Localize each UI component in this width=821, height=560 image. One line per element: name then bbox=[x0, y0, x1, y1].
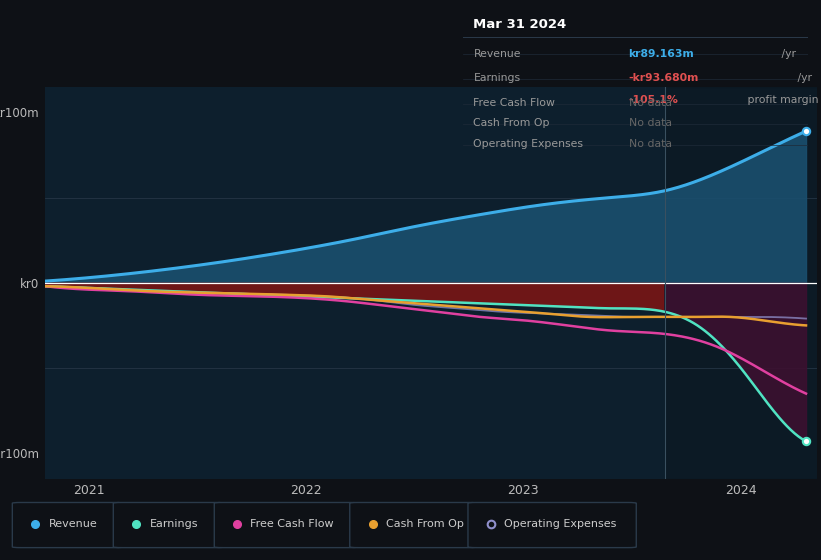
Text: /yr: /yr bbox=[794, 73, 812, 83]
FancyBboxPatch shape bbox=[350, 502, 477, 548]
Text: Revenue: Revenue bbox=[474, 49, 521, 59]
Text: Free Cash Flow: Free Cash Flow bbox=[474, 98, 555, 108]
Bar bbox=[665, 87, 821, 479]
FancyBboxPatch shape bbox=[468, 502, 636, 548]
Text: Earnings: Earnings bbox=[149, 519, 198, 529]
Text: Cash From Op: Cash From Op bbox=[386, 519, 464, 529]
Text: -kr93.680m: -kr93.680m bbox=[629, 73, 699, 83]
Point bbox=[800, 127, 813, 136]
Text: Free Cash Flow: Free Cash Flow bbox=[250, 519, 334, 529]
FancyBboxPatch shape bbox=[214, 502, 358, 548]
Text: Earnings: Earnings bbox=[474, 73, 521, 83]
Text: Cash From Op: Cash From Op bbox=[474, 119, 550, 128]
Text: Mar 31 2024: Mar 31 2024 bbox=[474, 18, 566, 31]
Text: -105.1%: -105.1% bbox=[629, 95, 678, 105]
Text: kr89.163m: kr89.163m bbox=[629, 49, 695, 59]
Point bbox=[800, 437, 813, 446]
Text: Revenue: Revenue bbox=[48, 519, 97, 529]
Text: /yr: /yr bbox=[777, 49, 796, 59]
Text: profit margin: profit margin bbox=[745, 95, 819, 105]
Text: No data: No data bbox=[629, 98, 672, 108]
FancyBboxPatch shape bbox=[12, 502, 123, 548]
Text: Operating Expenses: Operating Expenses bbox=[504, 519, 617, 529]
Text: No data: No data bbox=[629, 119, 672, 128]
Text: No data: No data bbox=[629, 139, 672, 149]
Text: Operating Expenses: Operating Expenses bbox=[474, 139, 584, 149]
FancyBboxPatch shape bbox=[113, 502, 224, 548]
